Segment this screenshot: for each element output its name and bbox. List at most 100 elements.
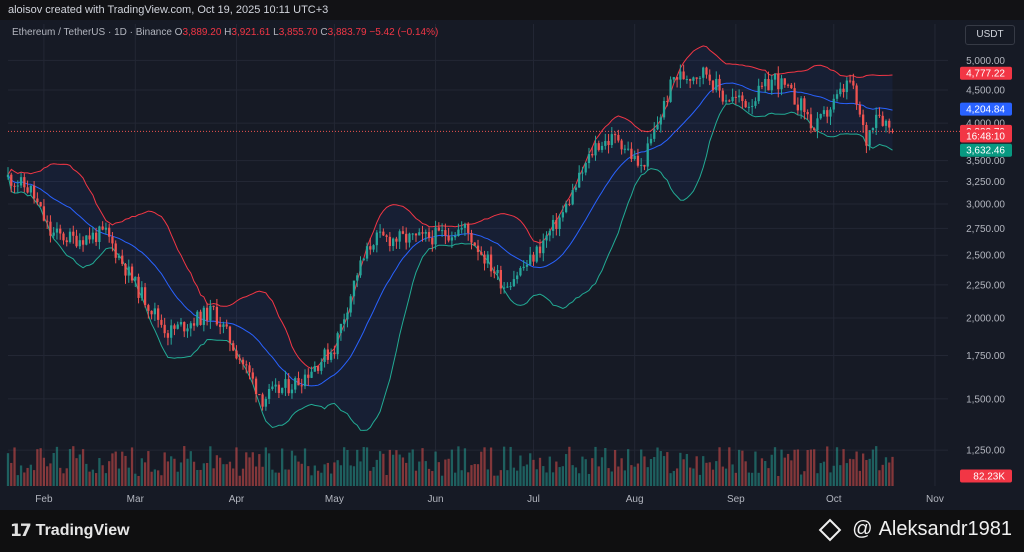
volume-bar [669,473,672,486]
candle [643,164,646,167]
candle [391,238,395,247]
volume-bar [731,464,734,486]
volume-bar [440,475,444,486]
volume-bar [117,468,121,486]
volume-bar [55,446,59,486]
volume-bar [845,463,848,486]
candle [32,185,36,199]
chart-area[interactable]: 5,000.00 4,500.00 4,000.00 3,500.00 3,250.00… [0,20,1024,510]
volume-bar [339,465,343,486]
volume-bars [6,446,894,486]
volume-bar [408,452,411,486]
volume-bar [75,458,78,486]
candle [581,172,584,174]
candle [571,190,574,205]
volume-bar [659,451,662,486]
volume-bar [744,461,747,486]
tradingview-logo[interactable]: 17 TradingView [10,520,130,542]
candle [773,73,777,80]
volume-bar [457,446,460,486]
volume-bar [741,450,744,486]
volume-bar [842,449,845,486]
candle [633,155,636,160]
candle [173,325,176,329]
candle [747,106,751,108]
volume-bar [483,447,486,486]
candle [741,95,744,102]
volume-bar [708,462,711,486]
volume-bar [848,458,852,486]
candle [816,118,819,131]
volume-bar [773,447,777,486]
candle [646,143,649,167]
candle [796,104,800,111]
open-value: 3,889.20 [182,27,222,38]
volume-bar [365,447,369,486]
tradingview-logo-icon: 17 [10,521,32,541]
candle [463,223,467,228]
volume-bar [19,465,23,486]
volume-bar [352,466,356,486]
volume-bar [512,467,516,486]
candle [130,266,134,281]
volume-bar [26,467,29,486]
high-value: 3,921.61 [231,27,271,38]
volume-bar [238,475,241,486]
volume-bar [529,453,532,486]
candle [467,223,470,233]
candle [143,287,147,306]
candle [6,174,10,178]
volume-bar [382,453,385,486]
volume-bar [574,467,578,486]
price-chart[interactable]: 5,000.00 4,500.00 4,000.00 3,500.00 3,250.00… [0,20,1024,510]
volume-bar [277,472,281,486]
candle [881,115,884,126]
candle [307,374,310,378]
volume-bar [431,471,434,486]
y-tick-label: 3,000.00 [966,199,1005,210]
y-tick-label: 4,000.00 [966,119,1005,130]
candle [470,232,473,243]
candle [600,145,604,150]
volume-bar [320,472,323,486]
price-label-text: 82.23K [973,471,1005,482]
volume-bar [310,475,313,486]
volume-bar [754,451,757,486]
volume-bar [721,466,724,486]
candle [65,240,68,243]
y-tick-label: 1,250.00 [966,446,1005,457]
volume-bar [222,464,225,486]
volume-bar [427,468,431,486]
candle [594,143,597,156]
candle [294,378,297,390]
volume-bar [581,456,584,486]
candle [401,231,405,234]
volume-bar [835,447,839,486]
volume-bar [72,446,75,486]
volume-bar [822,461,826,486]
candle [803,98,806,113]
volume-bar [891,456,894,486]
candle [564,203,568,213]
price-label-box [960,469,1012,483]
volume-bar [166,461,170,486]
volume-bar [401,457,405,486]
volume-bar [643,456,646,486]
volume-bar [209,446,212,486]
volume-bar [284,469,287,486]
volume-bar [388,449,392,486]
volume-bar [391,454,395,486]
candle [835,94,839,99]
candle [98,226,101,242]
currency-button[interactable]: USDT [965,25,1015,45]
candle [561,212,565,218]
volume-bar [450,449,454,486]
volume-bar [10,462,13,486]
candle [578,172,581,188]
candle [734,96,737,98]
volume-bar [751,472,754,486]
candle [440,230,444,232]
candle [437,227,440,231]
candle [489,254,493,272]
volume-bar [241,468,245,486]
